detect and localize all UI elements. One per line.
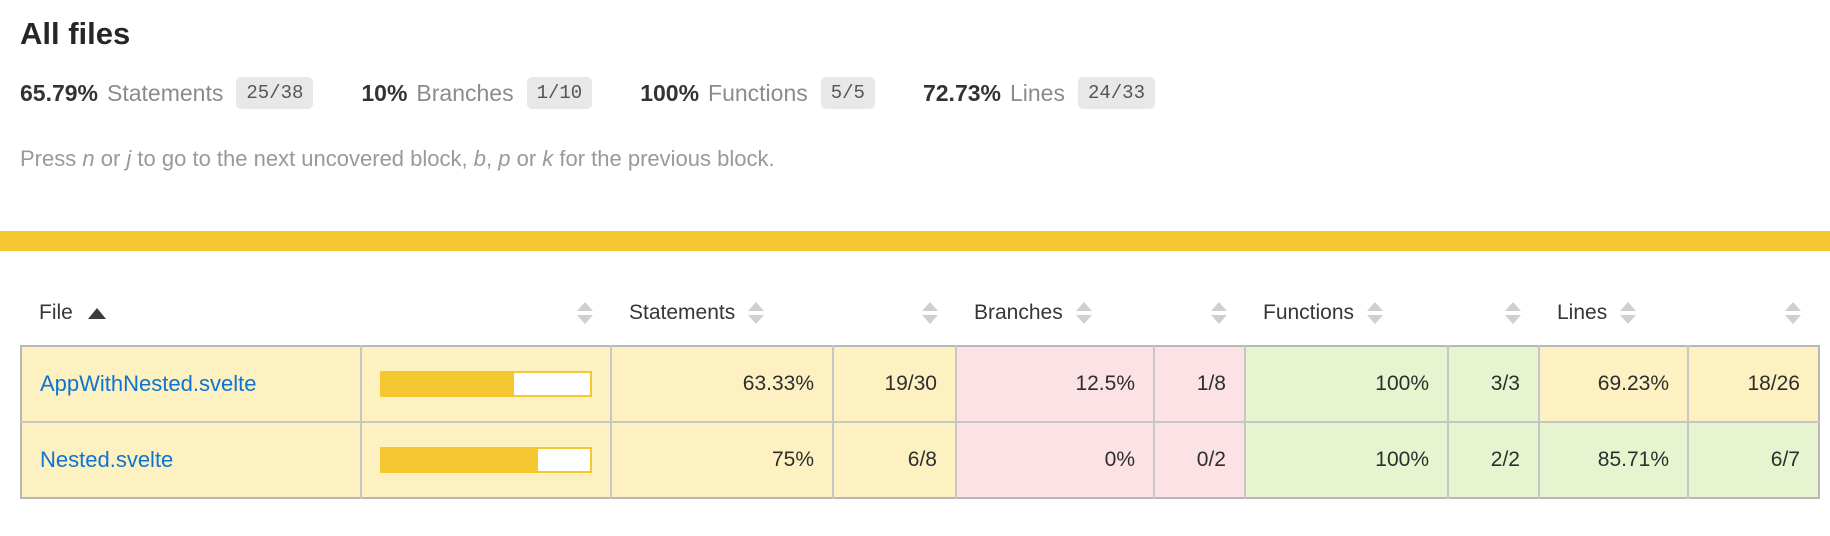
branches-pct-cell: 0% [956, 421, 1155, 498]
lines-pct-cell: 85.71% [1539, 421, 1689, 498]
coverage-bar-empty [538, 449, 590, 471]
lines-fraction-cell: 18/26 [1688, 346, 1819, 422]
lines-fraction-cell: 6/7 [1688, 421, 1819, 498]
sort-icon[interactable] [922, 302, 938, 325]
sort-icon[interactable] [1620, 302, 1637, 325]
file-cell: Nested.svelte [21, 421, 362, 498]
col-header-functions[interactable]: Functions [1245, 281, 1448, 346]
col-header-lines-label: Lines [1557, 301, 1608, 324]
sort-ascending-icon[interactable] [87, 307, 106, 319]
keyboard-shortcuts-hint: Press n or j to go to the next uncovered… [20, 146, 775, 171]
sort-icon[interactable] [577, 302, 593, 325]
statements-pct-cell: 63.33% [611, 346, 834, 422]
col-header-bar-sorter[interactable] [361, 281, 611, 346]
statements-fraction-cell: 19/30 [833, 346, 957, 422]
file-cell: AppWithNested.svelte [21, 346, 362, 422]
col-header-branches-fraction-sorter[interactable] [1154, 281, 1245, 346]
coverage-bar-empty [513, 373, 590, 395]
coverage-bar-cell [361, 346, 612, 422]
metric-pct: 10% [361, 79, 408, 106]
coverage-bar-fill [382, 373, 514, 395]
metric-pct: 72.73% [922, 79, 1001, 106]
col-header-branches[interactable]: Branches [956, 281, 1154, 346]
metric-label: Lines [1009, 79, 1065, 106]
table-row: AppWithNested.svelte 63.33% 19/30 12.5% … [21, 346, 1819, 422]
coverage-bar [380, 371, 592, 397]
col-header-file-label: File [39, 301, 73, 324]
summary-metrics: 65.79% Statements 25/38 10% Branches 1/10 10… [0, 52, 1830, 109]
statements-fraction-cell: 6/8 [833, 421, 957, 498]
functions-pct-cell: 100% [1245, 346, 1449, 422]
sort-icon[interactable] [748, 302, 765, 325]
metric-label: Statements [107, 79, 224, 106]
metric-fraction-badge: 25/38 [236, 77, 314, 109]
branches-fraction-cell: 1/8 [1154, 346, 1246, 422]
col-header-branches-label: Branches [974, 301, 1063, 324]
coverage-bar-fill [382, 449, 538, 471]
page-title: All files [20, 16, 131, 51]
col-header-file[interactable]: File [21, 281, 361, 346]
coverage-bar [380, 447, 592, 473]
col-header-statements[interactable]: Statements [611, 281, 833, 346]
functions-fraction-cell: 3/3 [1448, 346, 1540, 422]
metric-branches: 10% Branches 1/10 [361, 77, 593, 109]
file-link[interactable]: Nested.svelte [40, 447, 174, 472]
sort-icon[interactable] [1075, 302, 1092, 325]
metric-statements: 65.79% Statements 25/38 [20, 77, 314, 109]
metric-fraction-badge: 24/33 [1077, 77, 1155, 109]
col-header-functions-label: Functions [1263, 301, 1355, 324]
coverage-table-body: AppWithNested.svelte 63.33% 19/30 12.5% … [21, 346, 1819, 498]
sort-icon[interactable] [1785, 302, 1801, 325]
branches-pct-cell: 12.5% [956, 346, 1155, 422]
metric-fraction-badge: 1/10 [526, 77, 593, 109]
col-header-statements-label: Statements [629, 301, 736, 324]
statements-pct-cell: 75% [611, 421, 834, 498]
metric-label: Branches [416, 79, 514, 106]
metric-lines: 72.73% Lines 24/33 [923, 77, 1155, 109]
table-row: Nested.svelte 75% 6/8 0% 0/2 100% 2/2 85… [21, 421, 1819, 498]
file-link[interactable]: AppWithNested.svelte [40, 371, 257, 396]
metric-label: Functions [708, 79, 808, 106]
metric-pct: 65.79% [20, 79, 99, 106]
col-header-lines[interactable]: Lines [1539, 281, 1688, 346]
metric-functions: 100% Functions 5/5 [640, 77, 875, 109]
sort-icon[interactable] [1505, 302, 1521, 325]
metric-pct: 100% [640, 79, 700, 106]
col-header-lines-fraction-sorter[interactable] [1688, 281, 1819, 346]
branches-fraction-cell: 0/2 [1154, 421, 1246, 498]
coverage-report-page: All files 65.79% Statements 25/38 10% Branc… [0, 16, 1830, 499]
sort-icon[interactable] [1367, 302, 1384, 325]
functions-fraction-cell: 2/2 [1448, 421, 1540, 498]
col-header-statements-fraction-sorter[interactable] [833, 281, 956, 346]
lines-pct-cell: 69.23% [1539, 346, 1689, 422]
metric-fraction-badge: 5/5 [820, 77, 875, 109]
coverage-status-bar [0, 231, 1830, 251]
functions-pct-cell: 100% [1245, 421, 1449, 498]
col-header-functions-fraction-sorter[interactable] [1448, 281, 1539, 346]
coverage-table: File Statements Branches Functions Lines… [20, 281, 1820, 499]
table-header-row: File Statements Branches Functions Lines [21, 281, 1819, 346]
coverage-bar-cell [361, 421, 612, 498]
sort-icon[interactable] [1211, 302, 1227, 325]
